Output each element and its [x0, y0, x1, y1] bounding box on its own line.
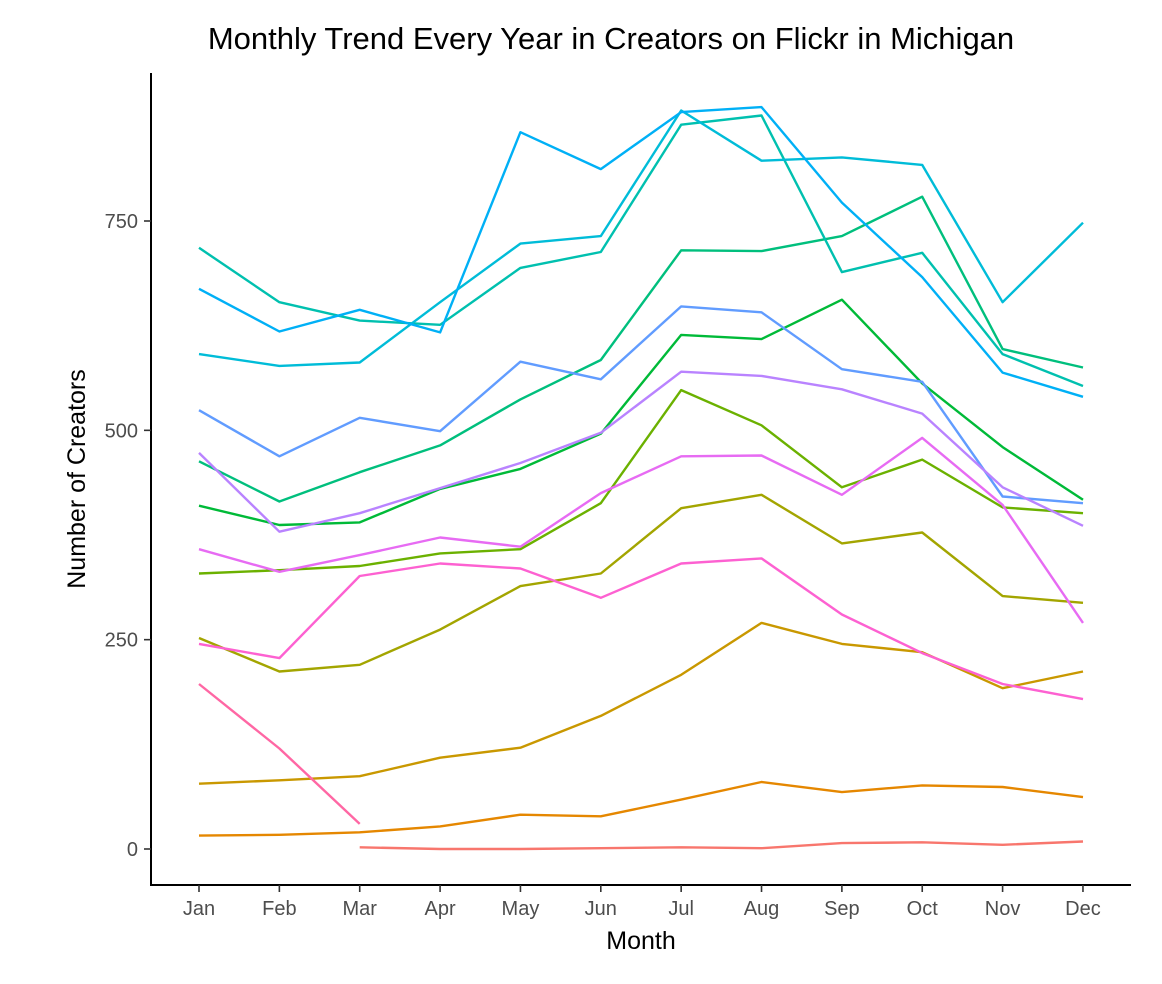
y-tick-label: 500 — [105, 420, 138, 442]
x-tick-label: Nov — [985, 898, 1021, 920]
x-tick-label: Jun — [585, 898, 617, 920]
series-line-6 — [198, 298, 1084, 527]
x-tick-label: Apr — [425, 898, 456, 920]
series-line-9 — [198, 109, 1084, 368]
series-line-12 — [198, 370, 1084, 533]
x-tick-label: May — [502, 898, 540, 920]
series-line-10 — [198, 105, 1084, 398]
series-line-7 — [198, 195, 1084, 503]
x-tick-label: Jan — [183, 898, 215, 920]
series-line-15 — [198, 683, 361, 825]
x-axis-label: Month — [606, 927, 675, 955]
x-tick-label: Dec — [1065, 898, 1101, 920]
axes-layer — [150, 73, 1131, 886]
series-line-8 — [198, 114, 1084, 388]
series-layer — [198, 105, 1084, 851]
series-line-14 — [198, 557, 1084, 701]
x-tick-label: Sep — [824, 898, 860, 920]
y-axis-label: Number of Creators — [63, 369, 91, 589]
chart-title: Monthly Trend Every Year in Creators on … — [208, 21, 1014, 56]
series-line-3 — [198, 621, 1084, 785]
x-tick-label: Aug — [744, 898, 780, 920]
y-tick-label: 750 — [105, 211, 138, 233]
y-ticks: 0 250 500 750 — [105, 211, 151, 861]
x-ticks: Jan Feb Mar Apr May Jun Jul Aug Sep Oct Nov Dec — [183, 885, 1101, 920]
series-line-5 — [198, 388, 1084, 575]
series-line-11 — [198, 305, 1084, 505]
series-line-1 — [359, 840, 1084, 851]
series-line-4 — [198, 493, 1084, 673]
y-tick-label: 250 — [105, 630, 138, 652]
series-line-13 — [198, 436, 1084, 624]
x-tick-label: Feb — [262, 898, 296, 920]
y-tick-label: 0 — [127, 839, 138, 861]
x-tick-label: Oct — [907, 898, 939, 920]
series-line-2 — [198, 780, 1084, 837]
x-tick-label: Jul — [668, 898, 694, 920]
x-tick-label: Mar — [342, 898, 377, 920]
